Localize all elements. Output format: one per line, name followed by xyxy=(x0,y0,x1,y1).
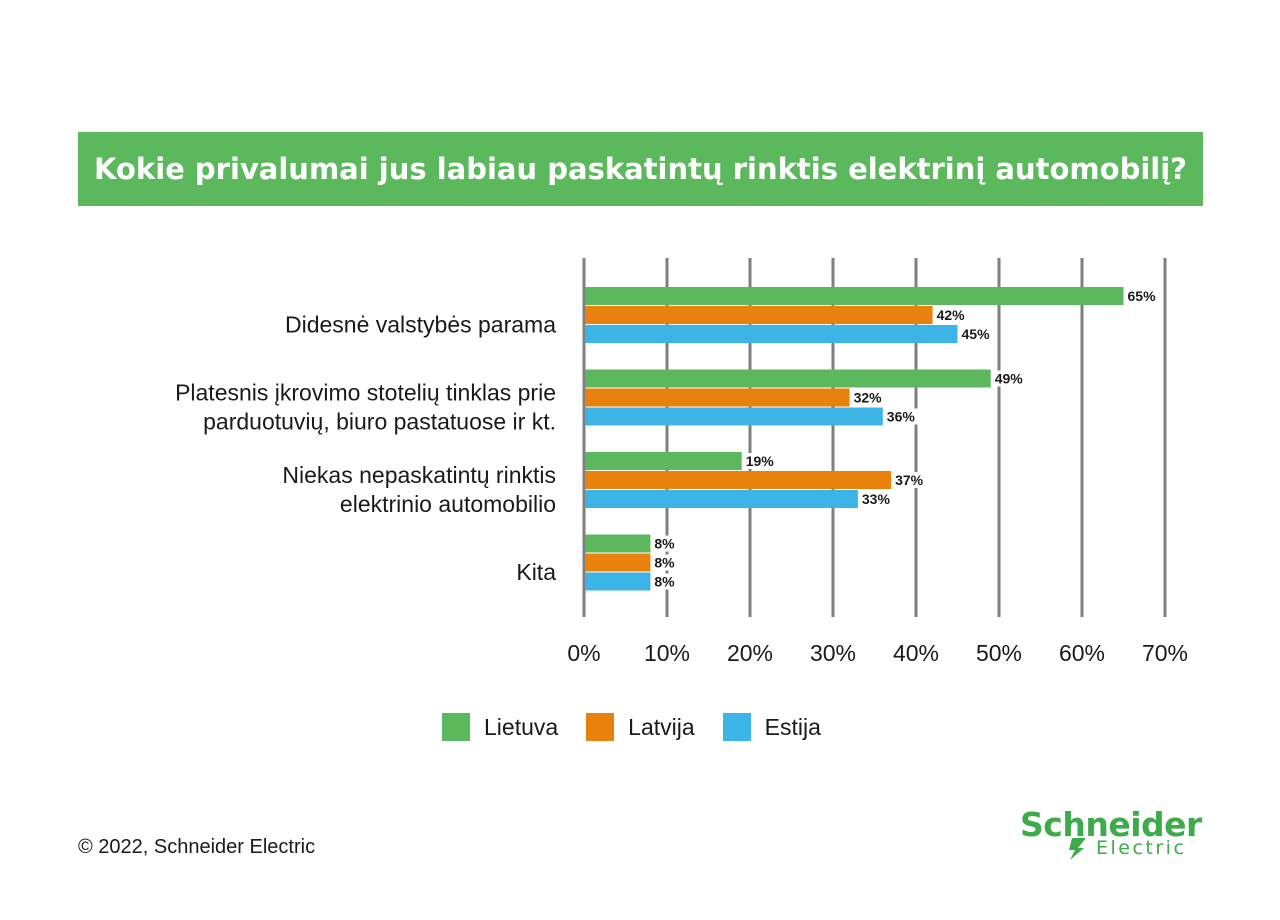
x-tick-label: 20% xyxy=(727,640,773,666)
bar-lietuva xyxy=(585,369,991,388)
bar-estija xyxy=(585,490,858,508)
legend-swatch-lietuva xyxy=(442,713,470,741)
title-banner: Kokie privalumai jus labiau paskatintų r… xyxy=(78,132,1203,206)
data-label: 8% xyxy=(654,574,675,590)
logo-wordmark: Schneider xyxy=(1020,805,1202,844)
data-label-bg xyxy=(850,389,885,406)
data-label: 33% xyxy=(862,491,891,507)
bar-lietuva xyxy=(585,287,1124,305)
data-label: 19% xyxy=(746,453,775,469)
data-label-bg xyxy=(651,573,678,590)
data-label: 37% xyxy=(895,472,924,488)
x-tick-label: 60% xyxy=(1059,640,1105,666)
logo-plug-icon xyxy=(1069,838,1086,860)
data-label-bg xyxy=(958,326,993,342)
x-tick-label: 50% xyxy=(976,640,1022,666)
bar-latvija xyxy=(585,306,933,324)
legend-item-latvija: Latvija xyxy=(586,713,695,741)
legend-label: Latvija xyxy=(628,713,695,740)
x-tick-label: 70% xyxy=(1142,640,1188,666)
schneider-electric-logo: Schneider Electric xyxy=(1020,805,1205,865)
legend-item-estija: Estija xyxy=(722,713,821,741)
bar-estija xyxy=(585,572,651,591)
category-label: parduotuvių, biuro pastatuose ir kt. xyxy=(203,409,556,435)
legend-label: Estija xyxy=(764,713,821,740)
data-label: 49% xyxy=(995,371,1024,387)
category-label: Didesnė valstybės parama xyxy=(285,312,556,338)
data-label-bg xyxy=(892,472,927,488)
copyright-text: © 2022, Schneider Electric xyxy=(78,836,316,858)
data-label-bg xyxy=(933,307,968,323)
data-label-bg xyxy=(883,408,918,425)
data-label: 42% xyxy=(937,307,966,323)
data-label-bg xyxy=(651,554,678,571)
bar-latvija xyxy=(585,471,892,489)
bar-estija xyxy=(585,407,883,426)
category-label: Niekas nepaskatintų rinktis xyxy=(282,462,556,488)
data-label-bg xyxy=(742,453,777,469)
data-label-bg xyxy=(858,491,893,507)
legend: Lietuva Latvija Estija xyxy=(442,713,849,741)
data-label-bg xyxy=(651,535,678,552)
data-label: 32% xyxy=(854,390,883,406)
legend-swatch-latvija xyxy=(586,713,615,741)
bar-latvija xyxy=(585,553,651,572)
chart-title: Kokie privalumai jus labiau paskatintų r… xyxy=(94,152,1187,186)
x-tick-label: 0% xyxy=(567,640,600,666)
x-tick-label: 30% xyxy=(810,640,856,666)
logo-subword: Electric xyxy=(1096,837,1187,859)
bar-latvija xyxy=(585,388,850,407)
data-label-bg xyxy=(1124,288,1159,304)
category-label: Kita xyxy=(516,559,556,585)
data-label: 8% xyxy=(654,536,675,552)
legend-swatch-estija xyxy=(722,713,751,741)
data-label: 65% xyxy=(1128,288,1157,304)
data-label-bg xyxy=(991,370,1026,387)
bar-estija xyxy=(585,325,958,343)
bar-lietuva xyxy=(585,452,742,470)
legend-label: Lietuva xyxy=(484,713,559,740)
legend-item-lietuva: Lietuva xyxy=(442,713,558,741)
data-label: 45% xyxy=(962,326,991,342)
category-label: elektrinio automobilio xyxy=(340,491,556,517)
x-tick-label: 10% xyxy=(644,640,690,666)
data-label: 36% xyxy=(887,409,916,425)
bar-lietuva xyxy=(585,534,651,553)
category-label: Platesnis įkrovimo stotelių tinklas prie xyxy=(175,380,556,406)
data-label: 8% xyxy=(654,555,675,571)
x-tick-label: 40% xyxy=(893,640,939,666)
